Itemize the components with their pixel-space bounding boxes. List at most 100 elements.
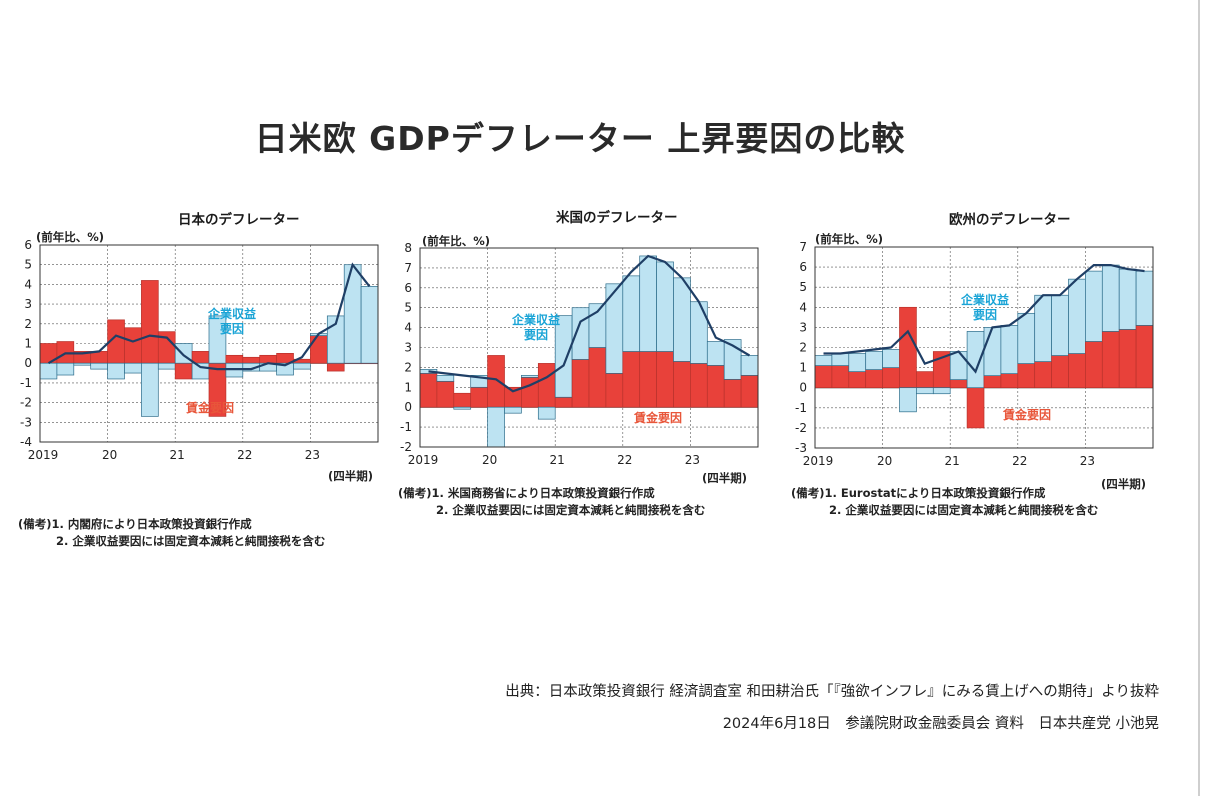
wage-bar [487,355,505,408]
page-edge-line [1198,0,1200,796]
profit-bar [673,277,691,362]
wage-bar [310,335,328,364]
chart-notes: (備考)1. 内閣府により日本政策投資銀行作成 2. 企業収益要因には固定資本減… [18,516,325,550]
profit-factor-annotation: 企業収益 [960,292,1009,307]
plot-frame [814,246,1154,449]
profit-bar [453,406,472,410]
chart-title: 米国のデフレーター [556,210,678,226]
x-year-label: 20 [102,448,117,462]
wage-bar [723,378,742,408]
wage-bar [537,363,556,408]
profit-bar [39,362,58,380]
y-tick-label: 5 [24,258,32,272]
profit-bar [865,351,883,370]
wage-bar [706,365,725,408]
chart-panel-us: 米国のデフレーター (前年比、%) -2 -1 0 1 2 3 4 5 6 7 8 2019 20 21 2… [386,200,776,545]
wage-bar [242,356,261,364]
profit-bar [124,362,142,374]
profit-bar [622,275,641,352]
wage-bar [225,354,244,364]
y-tick-label: 8 [404,241,412,255]
wage-bar [470,386,488,408]
profit-bar [932,387,951,395]
wage-bar [1085,341,1103,389]
y-tick-label: 3 [24,297,32,311]
y-tick-label: 2 [404,360,412,374]
profit-bar [639,255,657,352]
wage-bar [1135,325,1154,389]
profit-bar [1000,325,1019,374]
wage-bar [916,371,934,389]
wage-bar [1034,361,1052,389]
chart-notes: (備考)1. Eurostatにより日本政策投資銀行作成 2. 企業収益要因には… [791,485,1098,519]
note-line-2: 2. 企業収益要因には固定資本減耗と純間接税を含む [436,503,706,517]
y-tick-label: 1 [404,380,412,394]
wage-bar [1101,331,1120,389]
chart-notes: (備考)1. 米国商務省により日本政策投資銀行作成 2. 企業収益要因には固定資… [398,485,705,519]
y-tick-label: -3 [20,415,32,429]
y-tick-label: -2 [400,440,412,454]
x-year-label: 2019 [28,448,59,462]
wage-bar [848,371,867,389]
wage-bar [124,327,142,364]
profit-factor-annotation: 企業収益 [511,312,560,327]
y-axis-unit-label: (前年比、%) [36,230,105,244]
wage-bar [814,365,833,389]
period-label: (四半期) [702,471,748,485]
y-tick-label: 3 [799,320,807,334]
profit-bar [504,406,522,414]
profit-bar [740,355,759,376]
note-line-1: (備考)1. 米国商務省により日本政策投資銀行作成 [398,486,655,500]
y-tick-label: -1 [400,420,412,434]
profit-bar [90,362,108,370]
wage-bar [656,351,674,408]
note-line-1: (備考)1. 内閣府により日本政策投資銀行作成 [18,517,252,531]
note-line-2: 2. 企業収益要因には固定資本減耗と純間接税を含む [56,534,326,548]
x-year-label: 20 [877,454,892,468]
y-tick-label: 7 [404,261,412,275]
plot-frame [39,244,379,443]
profit-bar [1101,264,1120,332]
y-tick-label: -2 [20,396,32,410]
y-tick-label: 0 [404,400,412,414]
profit-factor-annotation: 企業収益 [207,306,256,321]
x-year-label: 23 [1080,454,1095,468]
chart-panel-japan: 日本のデフレーター (前年比、%) -4 -3 -2 -1 0 1 2 3 4 5 6 2019 20 2… [0,200,390,548]
y-tick-label: 6 [799,260,807,274]
profit-bar [487,406,505,448]
profit-bar [1068,278,1086,354]
wage-bar [259,354,277,364]
profit-bar [571,307,590,360]
wage-bar [571,359,590,408]
wage-bar [865,369,883,389]
y-tick-label: 5 [799,280,807,294]
profit-bar [814,355,833,366]
profit-bar [916,387,934,395]
wage-factor-annotation: 賃金要因 [185,400,234,415]
profit-factor-annotation: 要因 [524,327,548,342]
wage-bar [949,379,968,389]
x-year-label: 21 [550,453,565,467]
chart-panel-europe: 欧州のデフレーター (前年比、%) -3 -2 -1 0 1 2 3 4 5 6 7 2019 20 21… [779,200,1169,545]
profit-bar [949,351,968,381]
wage-bar [141,280,159,364]
x-year-label: 23 [685,453,700,467]
wage-bar [453,392,472,408]
wage-bar [191,351,210,364]
y-tick-label: 3 [404,341,412,355]
x-year-label: 20 [482,453,497,467]
y-tick-label: 2 [24,317,32,331]
y-tick-label: 4 [404,321,412,335]
wage-bar [588,347,607,408]
y-tick-label: -3 [795,441,807,455]
period-label: (四半期) [1101,477,1147,491]
y-tick-label: 7 [799,240,807,254]
note-line-1: (備考)1. Eurostatにより日本政策投資銀行作成 [791,486,1046,500]
profit-bar [537,406,556,420]
x-year-label: 22 [1012,454,1027,468]
wage-bar [639,351,657,408]
wage-bar [436,380,455,408]
profit-bar [436,375,455,382]
